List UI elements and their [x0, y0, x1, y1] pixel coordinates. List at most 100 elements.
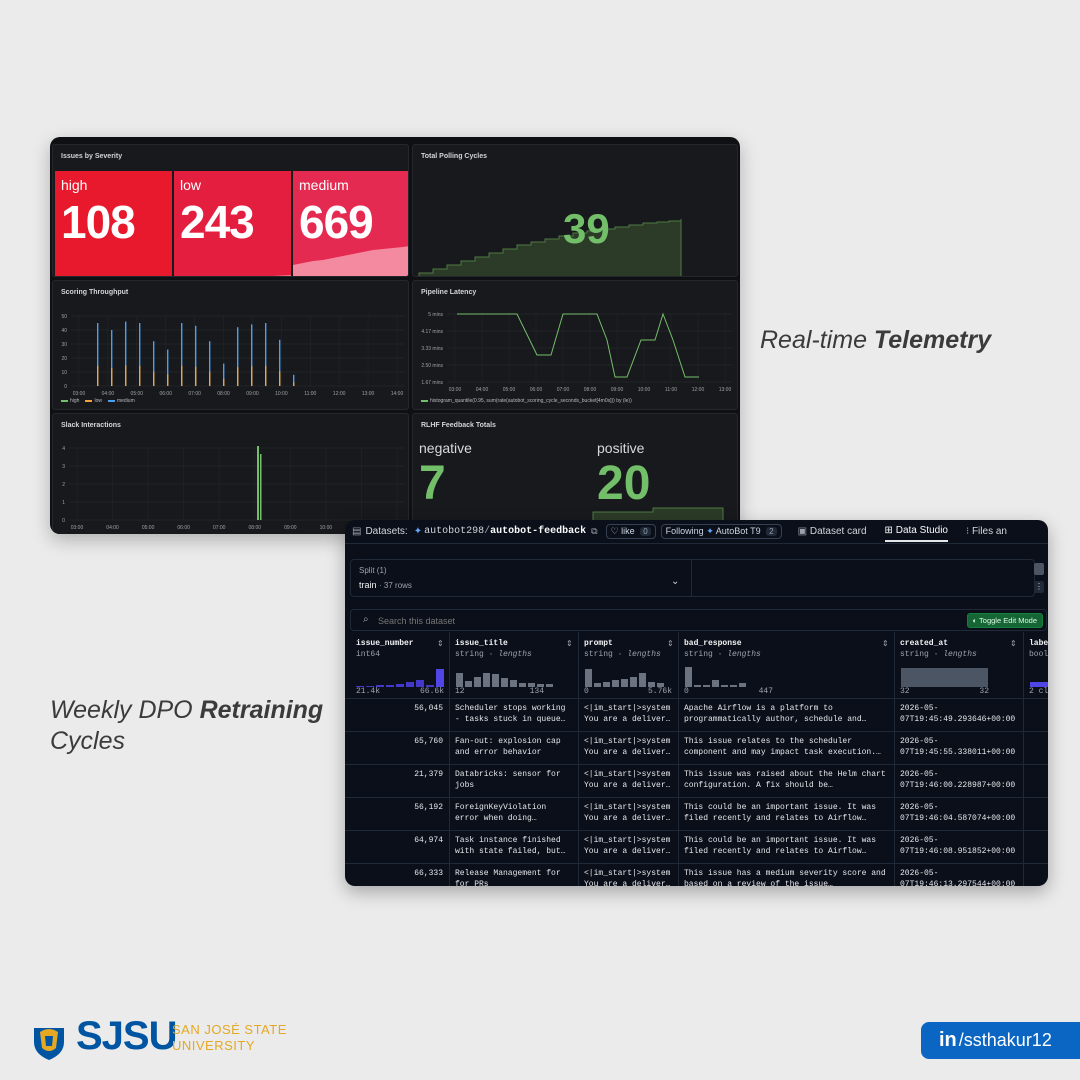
cell-bad-response[interactable]: This issue has a medium severity score a…	[684, 869, 886, 886]
column-header-created-at[interactable]: created_at string · lengths ⇕	[900, 639, 1017, 659]
x-tick-label: 11:00	[665, 387, 677, 393]
tab-dataset-card[interactable]: ▣ Dataset card	[797, 526, 867, 537]
severity-panel[interactable]: Issues by Severity high 108 low 243 medi…	[52, 144, 409, 277]
tab-data-studio[interactable]: ⊞ Data Studio	[884, 521, 948, 542]
throughput-bar-low	[279, 371, 281, 386]
sort-icon[interactable]: ⇕	[437, 639, 444, 648]
rlhf-negative-value: 7	[419, 457, 446, 510]
chevron-down-icon[interactable]: ⌄	[671, 576, 680, 587]
cell-issue-number[interactable]: 64,974	[414, 836, 443, 845]
cell-prompt[interactable]: <|im_start|>system You are a deliver…	[584, 869, 671, 886]
cell-issue-title[interactable]: Task instance finished with state failed…	[455, 836, 566, 856]
cell-created-at[interactable]: 2026-05- 07T19:46:00.228987+00:00	[900, 770, 1016, 790]
sort-icon[interactable]: ⇕	[566, 639, 573, 648]
x-tick-label: 13:00	[719, 387, 732, 393]
telemetry-dashboard: Issues by Severity high 108 low 243 medi…	[50, 137, 740, 534]
throughput-bar-medium	[167, 349, 169, 386]
cell-issue-number[interactable]: 21,379	[414, 770, 443, 779]
column-header-issue-title[interactable]: issue_title string · lengths ⇕	[455, 639, 573, 659]
cell-issue-title[interactable]: ForeignKeyViolation error when doing…	[455, 803, 547, 823]
cell-created-at[interactable]: 2026-05- 07T19:45:55.338011+00:00	[900, 737, 1016, 757]
column-header-label[interactable]: labe bool	[1029, 639, 1048, 659]
polling-panel[interactable]: Total Polling Cycles 39	[412, 144, 738, 277]
throughput-bar-low	[195, 366, 197, 386]
cell-created-at[interactable]: 2026-05- 07T19:46:13.297544+00:00	[900, 869, 1016, 886]
slack-panel[interactable]: Slack Interactions 4 3 2 1 0 03:00 04:00 05:00…	[52, 413, 409, 534]
throughput-bar-medium	[223, 363, 225, 386]
cell-issue-number[interactable]: 56,045	[414, 704, 443, 713]
x-tick-label: 08:00	[584, 387, 597, 393]
x-tick-label: 05:00	[131, 391, 144, 397]
y-tick-label: 2.50 mins	[421, 363, 443, 369]
column-header-issue-number[interactable]: issue_number int64 ⇕	[356, 639, 444, 659]
sort-icon[interactable]: ⇕	[667, 639, 674, 648]
cell-created-at[interactable]: 2026-05- 07T19:45:49.293646+00:00	[900, 704, 1016, 724]
throughput-bar-low	[237, 367, 239, 386]
stat-value: 669	[299, 196, 374, 248]
cell-bad-response[interactable]: This issue relates to the scheduler comp…	[684, 737, 881, 757]
cell-prompt[interactable]: <|im_start|>system You are a deliver…	[584, 737, 671, 757]
table-row[interactable]: 65,760 Fan-out: explosion cap and error b…	[345, 731, 1048, 764]
cell-prompt[interactable]: <|im_start|>system You are a deliver…	[584, 704, 671, 724]
range-label: 2 cl	[1029, 687, 1048, 696]
cell-issue-number[interactable]: 56,192	[414, 803, 443, 812]
dataset-owner-link[interactable]: autobot298	[424, 526, 485, 537]
cell-created-at[interactable]: 2026-05- 07T19:46:08.951852+00:00	[900, 836, 1016, 856]
throughput-bar-medium	[237, 327, 239, 386]
cell-bad-response[interactable]: This could be an important issue. It was…	[684, 836, 877, 856]
x-tick-label: 12:00	[692, 387, 705, 393]
split-rows: · 37 rows	[379, 581, 412, 590]
sort-icon[interactable]: ⇕	[882, 639, 889, 648]
column-header-bad-response[interactable]: bad_response string · lengths ⇕	[684, 639, 889, 659]
files-icon: ⁝	[965, 526, 970, 537]
cell-bad-response[interactable]: This could be an important issue. It was…	[684, 803, 877, 823]
linkedin-badge[interactable]: in /ssthakur12	[921, 1022, 1080, 1059]
tab-files[interactable]: ⁝ Files an	[965, 526, 1007, 537]
x-tick-label: 03:00	[71, 525, 84, 531]
cell-issue-title[interactable]: Fan-out: explosion cap and error behavio…	[455, 737, 561, 757]
like-button[interactable]: ♡ like 0	[605, 524, 656, 539]
cell-issue-number[interactable]: 66,333	[414, 869, 443, 878]
y-tick-label: 4.17 mins	[421, 329, 443, 335]
rlhf-panel[interactable]: RLHF Feedback Totals negative 7 positive…	[412, 413, 738, 534]
search-input[interactable]	[378, 613, 658, 628]
more-options-icon[interactable]: ⋮	[1034, 581, 1044, 593]
throughput-bar-low	[251, 366, 253, 386]
split-selector[interactable]: Split (1) train · 37 rows ⌄	[350, 559, 1035, 597]
cell-bad-response[interactable]: Apache Airflow is a platform to programm…	[684, 704, 867, 724]
sort-icon[interactable]: ⇕	[1010, 639, 1017, 648]
table-row[interactable]: 56,045 Scheduler stops working - tasks st…	[345, 698, 1048, 731]
cell-issue-title[interactable]: Release Management for for PRs	[455, 869, 561, 886]
panel-title: Slack Interactions	[61, 422, 121, 429]
y-tick-label: 0	[64, 384, 67, 390]
telemetry-caption: Real-time Telemetry	[760, 326, 992, 354]
column-header-prompt[interactable]: prompt string · lengths ⇕	[584, 639, 674, 659]
cell-created-at[interactable]: 2026-05- 07T19:46:04.587074+00:00	[900, 803, 1016, 823]
table-row[interactable]: 56,192 ForeignKeyViolation error when doi…	[345, 797, 1048, 830]
severity-stat-low: low 243	[174, 171, 291, 276]
x-tick-label: 06:00	[159, 391, 172, 397]
cell-issue-title[interactable]: Scheduler stops working - tasks stuck in…	[455, 704, 566, 724]
table-row[interactable]: 21,379 Databricks: sensor for jobs <|im_st…	[345, 764, 1048, 797]
cell-prompt[interactable]: <|im_start|>system You are a deliver…	[584, 770, 671, 790]
slack-chart: 4 3 2 1 0 03:00 04:00 05:00 06:00 07:00 08:00 09:0…	[62, 446, 405, 531]
sjsu-wordmark: SJSU	[76, 1014, 177, 1058]
copy-icon[interactable]: ⧉	[591, 526, 598, 536]
cell-bad-response[interactable]: This issue was raised about the Helm cha…	[684, 770, 886, 790]
cell-issue-number[interactable]: 65,760	[414, 737, 443, 746]
dataset-repo-link[interactable]: autobot-feedback	[490, 526, 587, 537]
dataset-header: ▤ Datasets: ✦ autobot298 / autobot-feedb…	[345, 520, 1048, 544]
cell-prompt[interactable]: <|im_start|>system You are a deliver…	[584, 836, 671, 856]
stat-value: 108	[61, 196, 136, 248]
following-button[interactable]: Following ✦ AutoBot T9 2	[660, 524, 782, 539]
cell-issue-title[interactable]: Databricks: sensor for jobs	[455, 770, 561, 790]
table-row[interactable]: 64,974 Task instance finished with state …	[345, 830, 1048, 863]
cell-prompt[interactable]: <|im_start|>system You are a deliver…	[584, 803, 671, 823]
scroll-handle[interactable]	[1034, 563, 1044, 575]
throughput-panel[interactable]: Scoring Throughput 50 40 30 20 10 0 03:00 04:0…	[52, 280, 409, 410]
x-tick-label: 03:00	[449, 387, 462, 393]
table-row[interactable]: 66,333 Release Management for for PRs <|im…	[345, 863, 1048, 886]
latency-panel[interactable]: Pipeline Latency 5 mins 4.17 mins 3.33 min…	[412, 280, 738, 410]
toggle-edit-mode-button[interactable]: ◐ Toggle Edit Mode	[966, 613, 1043, 628]
x-tick-label: 07:00	[188, 391, 201, 397]
